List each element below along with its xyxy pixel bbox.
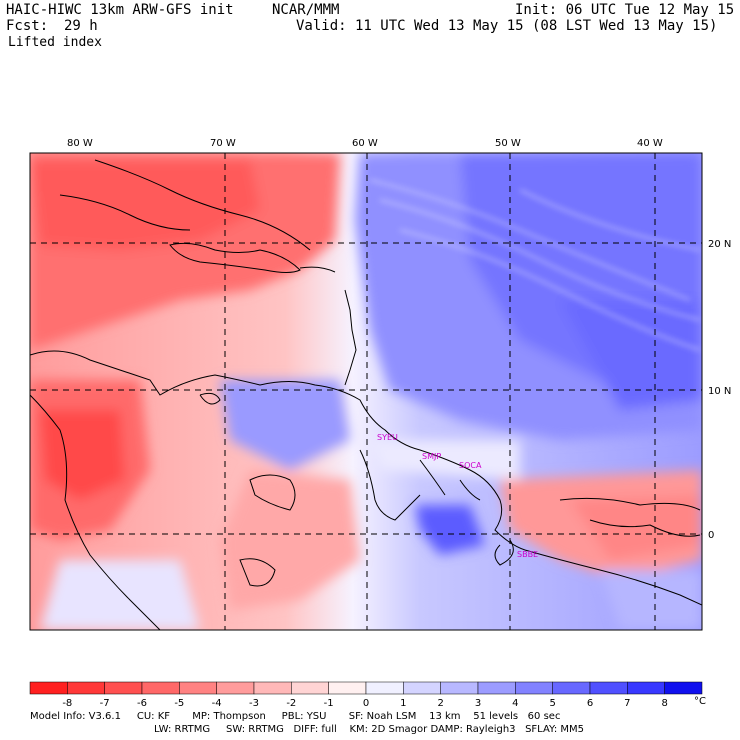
colorbar-swatch bbox=[440, 681, 479, 695]
lon-label-70w: 70 W bbox=[210, 138, 236, 149]
lat-label-20n: 20 N bbox=[708, 239, 731, 250]
colorbar-label: 0 bbox=[363, 698, 369, 709]
colorbar-label: -5 bbox=[174, 698, 184, 709]
colorbar-swatch bbox=[141, 681, 180, 695]
colorbar-swatch bbox=[104, 681, 143, 695]
colorbar-swatch bbox=[328, 681, 367, 695]
colorbar-label: -7 bbox=[100, 698, 110, 709]
colorbar-unit: °C bbox=[694, 696, 706, 707]
station-smjp: SMJP bbox=[422, 452, 441, 461]
colorbar-swatch bbox=[29, 681, 68, 695]
shading-layer bbox=[30, 153, 702, 630]
colorbar-swatch bbox=[627, 681, 665, 695]
map-frame bbox=[29, 152, 703, 631]
colorbar-label: -8 bbox=[62, 698, 72, 709]
coastlines bbox=[30, 159, 702, 630]
colorbar-label: 1 bbox=[400, 698, 406, 709]
colorbar-labels: -8 -7 -6 -5 -4 -3 -2 -1 0 1 2 3 4 5 6 7 8 bbox=[62, 698, 668, 709]
colorbar-swatch bbox=[664, 681, 703, 695]
grid-lines bbox=[30, 153, 702, 630]
colorbar-swatch bbox=[589, 681, 628, 695]
init-time: Init: 06 UTC Tue 12 May 15 bbox=[515, 2, 735, 18]
colorbar-label: -3 bbox=[249, 698, 259, 709]
colorbar-label: -6 bbox=[137, 698, 147, 709]
lon-label-50w: 50 W bbox=[495, 138, 521, 149]
colorbar-swatch bbox=[403, 681, 441, 695]
model-title: HAIC-HIWC 13km ARW-GFS init bbox=[6, 2, 234, 18]
station-sbbe: SBBE bbox=[517, 550, 538, 559]
colorbar bbox=[29, 681, 703, 695]
forecast-label: Fcst: bbox=[6, 18, 49, 34]
field-name: Lifted index bbox=[8, 35, 102, 50]
colorbar-swatch bbox=[477, 681, 516, 695]
forecast-hours: 29 h bbox=[64, 18, 98, 34]
lon-label-60w: 60 W bbox=[352, 138, 378, 149]
lat-label-10n: 10 N bbox=[708, 386, 731, 397]
model-info-line1: Model Info: V3.6.1 CU: KF MP: Thompson P… bbox=[30, 711, 561, 722]
colorbar-label: 6 bbox=[587, 698, 593, 709]
colorbar-swatch bbox=[253, 681, 292, 695]
colorbar-swatch bbox=[515, 681, 553, 695]
colorbar-label: 4 bbox=[512, 698, 518, 709]
station-syeu: SYEU bbox=[377, 433, 398, 442]
lat-label-0: 0 bbox=[708, 530, 714, 541]
colorbar-swatch bbox=[216, 681, 255, 695]
colorbar-label: -4 bbox=[212, 698, 222, 709]
org-label: NCAR/MMM bbox=[272, 2, 340, 18]
colorbar-label: -2 bbox=[286, 698, 296, 709]
colorbar-label: 8 bbox=[661, 698, 667, 709]
colorbar-label: -1 bbox=[324, 698, 334, 709]
colorbar-label: 2 bbox=[437, 698, 443, 709]
colorbar-swatch bbox=[365, 681, 404, 695]
colorbar-swatch bbox=[552, 681, 591, 695]
station-soca: SOCA bbox=[459, 461, 482, 470]
lon-label-80w: 80 W bbox=[67, 138, 93, 149]
valid-time: Valid: 11 UTC Wed 13 May 15 (08 LST Wed … bbox=[296, 18, 718, 34]
colorbar-label: 5 bbox=[549, 698, 555, 709]
colorbar-label: 3 bbox=[475, 698, 481, 709]
colorbar-label: 7 bbox=[624, 698, 630, 709]
colorbar-swatch bbox=[179, 681, 217, 695]
colorbar-swatch bbox=[67, 681, 105, 695]
lon-label-40w: 40 W bbox=[637, 138, 663, 149]
colorbar-swatch bbox=[291, 681, 329, 695]
model-info-line2: LW: RRTMG SW: RRTMG DIFF: full KM: 2D Sm… bbox=[154, 724, 584, 735]
